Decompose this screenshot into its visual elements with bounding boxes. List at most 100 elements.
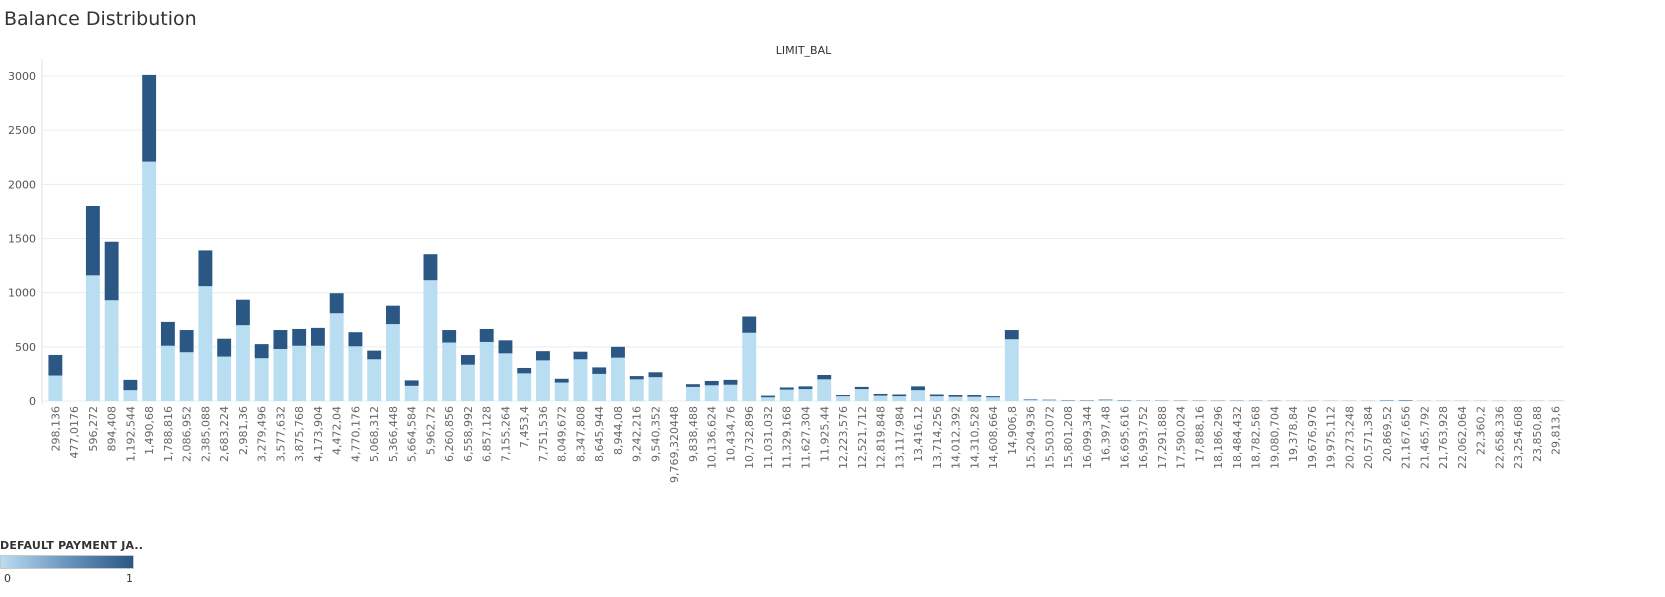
x-tick-label: 1,192,544 [124,406,137,462]
column-header: LIMIT_BAL [776,44,832,57]
x-tick-label: 18,186,296 [1212,406,1225,469]
bar-segment-1 [48,355,62,376]
bar-segment-0 [161,346,175,401]
x-tick-label: 18,782,568 [1250,406,1263,469]
x-tick-label: 4,770,176 [349,406,362,462]
bar-segment-0 [330,313,344,401]
bar-segment-0 [517,373,531,401]
bar-segment-0 [442,343,456,402]
x-tick-label: 2,385,088 [199,406,212,462]
bar-segment-1 [799,386,813,389]
bar-segment-0 [967,397,981,401]
x-tick-label: 15,801,208 [1062,406,1075,469]
bar-segment-0 [180,352,194,401]
x-tick-label: 12,521,712 [856,406,869,469]
bar-segment-0 [611,358,625,401]
x-tick-label: 11,627,304 [800,406,813,469]
bar-segment-0 [1099,400,1113,401]
x-tick-label: 17,888,16 [1193,406,1206,462]
x-tick-label: 12,819,848 [875,406,888,469]
x-tick-label: 19,378,84 [1287,406,1300,462]
bar-segment-1 [423,254,437,280]
bar-segment-0 [592,374,606,401]
x-tick-label: 5,962,72 [424,406,437,455]
bar-segment-0 [198,286,212,401]
bar-segment-1 [949,395,963,397]
x-tick-label: 1,490,68 [143,406,156,455]
bar-segment-1 [536,351,550,360]
x-tick-label: 3,279,496 [256,406,269,462]
bar-segment-0 [348,346,362,401]
x-tick-label: 7,453,4 [518,406,531,448]
bar-segment-0 [1005,339,1019,401]
bar-segment-1 [461,355,475,365]
bar-segment-1 [123,380,137,390]
x-tick-label: 8,645,944 [593,406,606,462]
bar-segment-1 [198,250,212,286]
bar-segment-1 [930,395,944,397]
y-tick-label: 500 [15,341,36,354]
bar-segment-0 [949,397,963,401]
x-tick-label: 3,875,768 [293,406,306,462]
x-tick-label: 14,906,8 [1006,406,1019,455]
bar-segment-0 [386,324,400,401]
y-tick-label: 0 [29,395,36,408]
bar-segment-1 [574,352,588,360]
bar-segment-0 [273,349,287,401]
bar-segment-1 [817,375,831,379]
bar-segment-0 [911,390,925,401]
bar-segment-0 [1042,400,1056,401]
bar-segment-1 [967,395,981,397]
x-tick-label: 21,763,928 [1437,406,1450,469]
x-tick-label: 22,360,2 [1475,406,1488,455]
x-tick-label: 16,993,752 [1137,406,1150,469]
bar-segment-0 [705,385,719,401]
x-tick-label: 18,484,432 [1231,406,1244,469]
x-tick-label: 17,291,888 [1156,406,1169,469]
bar-segment-0 [480,342,494,401]
bar-segment-0 [255,358,269,401]
x-tick-label: 17,590,024 [1175,406,1188,469]
x-tick-label: 13,714,256 [931,406,944,469]
x-tick-label: 19,975,112 [1325,406,1338,469]
bar-segment-1 [836,395,850,396]
x-tick-label: 20,571,384 [1362,406,1375,469]
x-tick-label: 5,366,448 [387,406,400,462]
bar-segment-0 [930,396,944,401]
bar-segment-0 [986,397,1000,401]
x-tick-label: 21,167,656 [1400,406,1413,469]
color-legend[interactable]: DEFAULT PAYMENT JA.. 0 1 [0,539,150,593]
bar-segment-1 [367,351,381,360]
bar-segment-0 [686,387,700,401]
bar-segment-1 [142,75,156,162]
bar-segment-0 [217,357,231,401]
bar-segment-1 [705,381,719,385]
bar-segment-1 [273,330,287,349]
x-tick-label: 9,242,216 [631,406,644,462]
x-tick-label: 6,857,128 [481,406,494,462]
x-tick-label: 2,981,36 [237,406,250,455]
bar-segment-1 [874,394,888,396]
x-tick-label: 23,254,608 [1512,406,1525,469]
y-tick-label: 1000 [8,287,36,300]
bar-segment-1 [105,242,119,301]
bar-segment-0 [48,376,62,401]
bar-segment-0 [817,379,831,401]
bar-segment-1 [86,206,100,275]
x-tick-label: 11,925,44 [818,406,831,462]
bar-segment-1 [1099,400,1113,401]
bar-segment-1 [1024,399,1038,400]
x-tick-label: 7,751,536 [537,406,550,462]
x-tick-label: 894,408 [106,406,119,452]
bar-segment-0 [855,389,869,401]
bar-segment-0 [86,275,100,401]
x-tick-label: 21,465,792 [1418,406,1431,469]
bar-segment-1 [1005,330,1019,339]
x-tick-label: 9,769,320448 [668,406,681,483]
x-tick-label: 8,049,672 [556,406,569,462]
bar-segment-0 [555,383,569,401]
bar-segment-1 [517,368,531,373]
bar-segment-1 [611,347,625,358]
